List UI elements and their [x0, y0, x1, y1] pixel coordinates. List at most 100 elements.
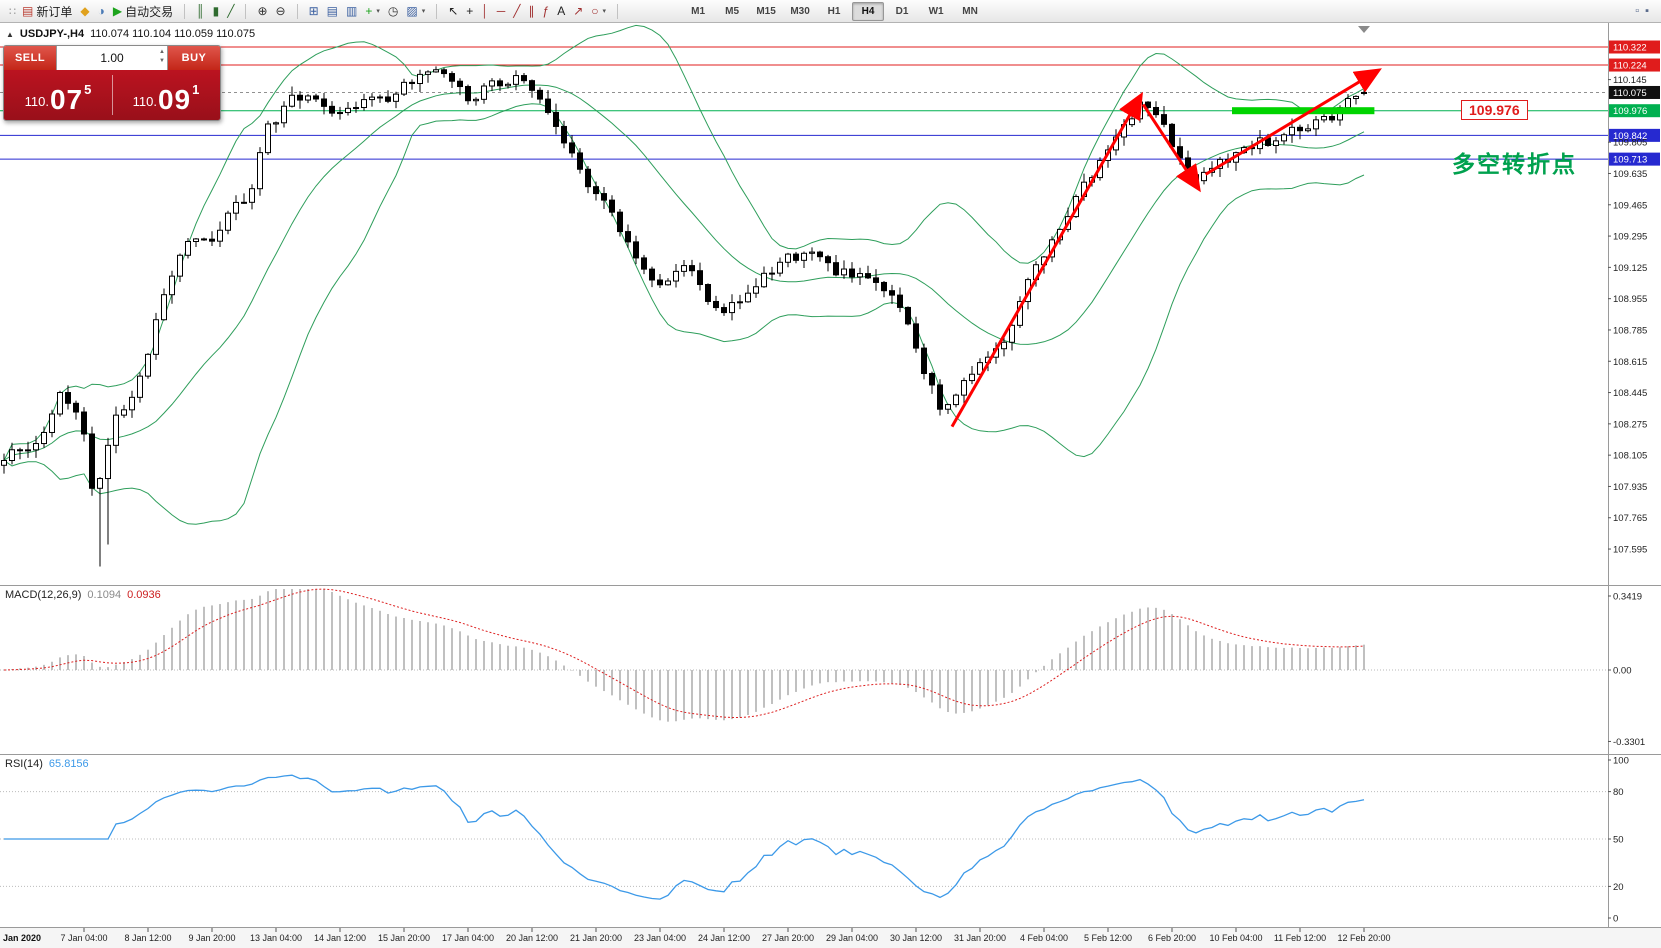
cursor-icon[interactable]: ↖ — [444, 3, 462, 19]
profiles-icon: ◑ — [97, 4, 105, 18]
toolbar-group: ∷ ▤ 新订单 ◆ ◑ ▶ 自动交易 — [4, 0, 180, 22]
tile-windows-icon[interactable]: ⊞ — [305, 3, 323, 19]
fibonacci-icon[interactable]: ƒ — [539, 3, 554, 19]
svg-text:108.955: 108.955 — [1613, 294, 1647, 305]
arrow-object-icon: ↗ — [573, 4, 584, 18]
trade-panel-price-row: 110. 07 5 110. 09 1 — [4, 70, 220, 120]
crosshair-icon[interactable]: + — [462, 3, 477, 19]
full-screen-icon[interactable]: ▪ — [1645, 5, 1649, 17]
timeframe-w1[interactable]: W1 — [928, 5, 944, 17]
text-label-icon: A — [557, 4, 566, 18]
arrange-horizontal-icon[interactable]: ▤ — [323, 3, 342, 19]
svg-text:0.3419: 0.3419 — [1613, 592, 1642, 603]
text-label-icon[interactable]: A — [553, 3, 569, 19]
trendline-icon[interactable]: ╱ — [509, 3, 524, 19]
time-axis-label: 6 Feb 20:00 — [1148, 933, 1196, 943]
time-axis-label: 31 Jan 20:00 — [954, 933, 1006, 943]
crosshair-icon: + — [466, 4, 474, 18]
trendline-icon: ╱ — [513, 4, 521, 18]
shapes-icon: ○ — [591, 4, 599, 18]
time-axis-month-label: Jan 2020 — [3, 933, 41, 943]
horizontal-line-icon: ─ — [496, 4, 506, 18]
time-axis[interactable]: Jan 2020 7 Jan 04:00 8 Jan 12:00 9 Jan 20:0… — [3, 928, 1391, 943]
price-axis[interactable]: 110.322 110.224 110.145 110.075 109.976 109.8… — [1608, 40, 1660, 556]
time-axis-label: 9 Jan 20:00 — [188, 933, 235, 943]
vertical-line-icon: │ — [481, 4, 489, 18]
spinner-down-icon[interactable]: ▼ — [159, 58, 165, 64]
chart-ohlc-values: 110.074 110.104 110.059 110.075 — [90, 28, 256, 40]
period-icon[interactable]: ◷ — [384, 3, 402, 19]
support-highlight-band[interactable] — [1232, 107, 1375, 115]
chart-template-icon[interactable]: ▨ ▾ — [402, 3, 429, 19]
zoom-in-icon: ⊕ — [257, 4, 268, 18]
arrange-vertical-icon[interactable]: ▥ — [342, 3, 361, 19]
trend-arrow-1[interactable] — [950, 91, 1143, 428]
svg-text:109.976: 109.976 — [1613, 106, 1647, 117]
volume-input[interactable]: 1.00 ▲ ▼ — [56, 46, 168, 70]
svg-text:50: 50 — [1613, 835, 1624, 846]
zoom-out-icon[interactable]: ⊖ — [272, 3, 290, 19]
chart-shift-marker-icon[interactable] — [1358, 26, 1370, 33]
new-order-icon: ▤ — [22, 4, 34, 18]
timeframe-h1[interactable]: H1 — [827, 5, 841, 17]
svg-text:108.275: 108.275 — [1613, 419, 1647, 430]
horizontal-line-icon[interactable]: ─ — [493, 3, 510, 19]
one-click-trading-panel: SELL 1.00 ▲ ▼ BUY 110. 07 5 110. 09 1 — [3, 45, 221, 121]
svg-text:108.105: 108.105 — [1613, 451, 1647, 462]
autotrading-icon: ▶ — [112, 4, 123, 18]
time-axis-label: 29 Jan 04:00 — [826, 933, 878, 943]
equidistant-channel-icon[interactable]: ∥ — [525, 3, 539, 19]
bollinger-lower-band — [3, 103, 1365, 525]
rsi-value: 65.8156 — [48, 758, 89, 770]
macd-histogram — [11, 589, 1365, 722]
timeframe-m15[interactable]: M15 — [756, 5, 776, 17]
timeframe-d1[interactable]: D1 — [895, 5, 909, 17]
svg-text:100: 100 — [1613, 756, 1629, 767]
macd-value: 0.1094 — [87, 589, 122, 601]
volume-spinner[interactable]: ▲ ▼ — [159, 48, 165, 66]
candlestick-mode-icon[interactable]: ▮ — [209, 3, 224, 19]
rsi-axis[interactable]: 100 80 50 20 0 — [1608, 756, 1629, 925]
metaeditor-icon[interactable]: ◆ — [76, 3, 93, 19]
chart-template-caret-icon: ▾ — [421, 8, 426, 15]
shapes-icon[interactable]: ○ ▾ — [587, 3, 610, 19]
rsi-indicator-label: RSI(14) 65.8156 — [5, 758, 89, 770]
time-axis-label: 7 Jan 04:00 — [60, 933, 107, 943]
line-chart-mode-icon[interactable]: ╱ — [223, 3, 238, 19]
buy-button[interactable]: BUY — [168, 46, 220, 70]
svg-text:109.805: 109.805 — [1613, 138, 1647, 149]
price-level-callout[interactable]: 109.976 — [1461, 100, 1528, 120]
trend-arrow-3[interactable] — [1204, 68, 1382, 176]
timeframe-m5[interactable]: M5 — [725, 5, 740, 17]
data-window-icon[interactable]: ▫ — [1635, 5, 1640, 17]
spinner-up-icon[interactable]: ▲ — [159, 49, 165, 55]
macd-axis[interactable]: 0.3419 0.00 -0.3301 — [1608, 592, 1645, 748]
time-axis-label: 21 Jan 20:00 — [570, 933, 622, 943]
zoom-in-icon[interactable]: ⊕ — [253, 3, 271, 19]
timeframe-mn[interactable]: MN — [962, 5, 978, 17]
chart-symbol-period: USDJPY-,H4 — [19, 28, 85, 40]
new-order-button[interactable]: ▤ 新订单 — [18, 1, 76, 22]
one-click-panel-toggle-icon[interactable]: ▲ — [6, 29, 14, 39]
bar-chart-mode-icon[interactable]: ║ — [192, 3, 209, 19]
time-axis-label: 10 Feb 04:00 — [1209, 933, 1262, 943]
timeframe-m1[interactable]: M1 — [691, 5, 706, 17]
annotation-note-text[interactable]: 多空转折点 — [1452, 151, 1577, 177]
zoom-out-icon: ⊖ — [275, 4, 286, 18]
autotrading-button[interactable]: ▶ 自动交易 — [109, 1, 177, 22]
svg-text:110.322: 110.322 — [1613, 43, 1647, 54]
arrow-object-icon[interactable]: ↗ — [569, 3, 587, 19]
time-axis-label: 30 Jan 12:00 — [890, 933, 942, 943]
svg-text:108.615: 108.615 — [1613, 357, 1647, 368]
chart-template-icon: ▨ — [406, 4, 418, 18]
vertical-line-icon[interactable]: │ — [477, 3, 493, 19]
svg-text:0.00: 0.00 — [1613, 666, 1632, 677]
timeframe-m30[interactable]: M30 — [790, 5, 810, 17]
time-axis-label: 13 Jan 04:00 — [250, 933, 302, 943]
new-chart-icon[interactable]: + ▾ — [361, 3, 384, 19]
timeframe-h4[interactable]: H4 — [852, 1, 885, 21]
profiles-icon[interactable]: ◑ — [94, 3, 109, 19]
trend-arrow-2[interactable] — [1141, 103, 1201, 193]
sell-button[interactable]: SELL — [4, 46, 56, 70]
